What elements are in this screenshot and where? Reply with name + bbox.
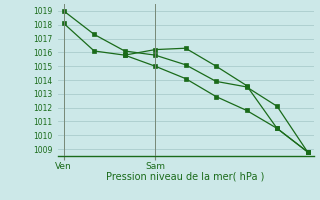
X-axis label: Pression niveau de la mer( hPa ): Pression niveau de la mer( hPa ) bbox=[107, 172, 265, 182]
